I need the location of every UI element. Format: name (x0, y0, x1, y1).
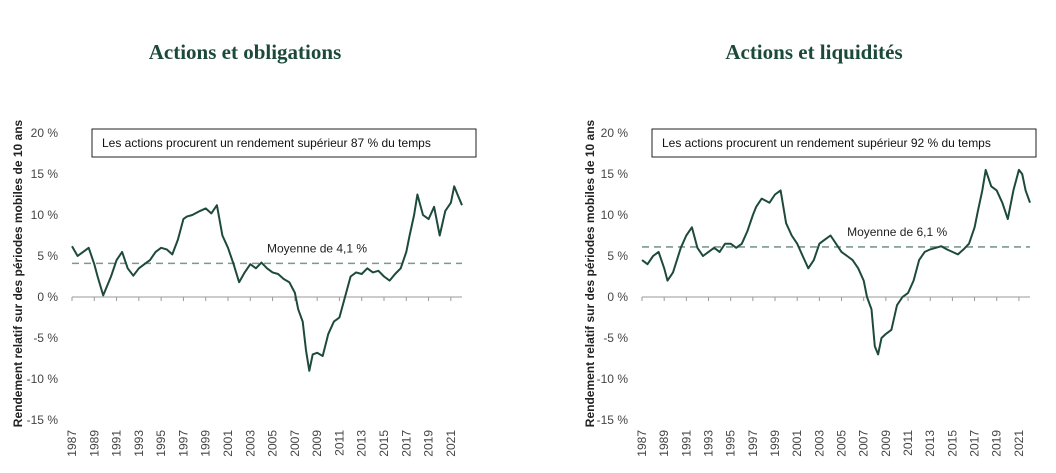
right-y-tick-label: -15 % (597, 413, 629, 427)
left-x-tick-label: 2015 (377, 430, 391, 457)
right-annotation-text: Les actions procurent un rendement supér… (662, 136, 991, 150)
chart-title-right: Actions et liquidités (725, 40, 903, 64)
left-y-axis-title: Rendement relatif sur des périodes mobil… (11, 119, 25, 427)
right-x-tick-label: 2011 (901, 430, 915, 456)
left-y-tick-label: 20 % (31, 126, 59, 140)
left-average-label: Moyenne de 4,1 % (267, 241, 367, 255)
left-x-tick-label: 2003 (243, 430, 257, 457)
left-annotation-text: Les actions procurent un rendement supér… (102, 136, 431, 150)
left-x-tick-label: 2011 (332, 430, 346, 456)
right-x-tick-label: 2021 (1012, 430, 1026, 457)
left-x-tick-label: 2007 (288, 430, 302, 457)
right-x-tick-label: 2013 (923, 430, 937, 457)
left-x-tick-label: 1997 (176, 430, 190, 457)
right-y-tick-label: 0 % (607, 290, 628, 304)
right-x-tick-label: 1989 (657, 430, 671, 457)
left-y-tick-label: 10 % (31, 208, 59, 222)
right-series-line (641, 168, 1031, 356)
chart-title-left: Actions et obligations (148, 40, 342, 64)
right-y-tick-label: 5 % (607, 249, 628, 263)
right-average-label: Moyenne de 6,1 % (847, 225, 947, 239)
left-x-tick-label: 1991 (110, 430, 124, 457)
right-x-tick-label: 2015 (945, 430, 959, 457)
right-annotation-box (651, 128, 1037, 158)
left-y-tick-label: -5 % (33, 331, 58, 345)
right-x-tick-label: 2017 (968, 430, 982, 457)
right-x-tick-label: 1993 (702, 430, 716, 457)
left-x-tick-label: 2019 (422, 430, 436, 457)
right-y-tick-label: 10 % (601, 208, 629, 222)
left-x-tick-label: 1999 (199, 430, 213, 457)
right-x-tick-label: 2007 (857, 430, 871, 457)
left-x-tick-label: 1989 (87, 430, 101, 457)
right-x-tick-label: 2001 (790, 430, 804, 457)
right-x-tick-label: 2009 (879, 430, 893, 457)
left-x-tick-label: 1993 (132, 430, 146, 457)
right-y-tick-label: 15 % (601, 167, 629, 181)
right-x-tick-label: 2005 (835, 430, 849, 457)
right-y-axis-title: Rendement relatif sur des périodes mobil… (583, 119, 597, 427)
left-x-tick-label: 2021 (444, 430, 458, 457)
right-x-tick-label: 1991 (679, 430, 693, 457)
left-x-tick-label: 2001 (221, 430, 235, 457)
left-x-tick-label: 1987 (65, 430, 79, 457)
right-x-tick-label: 1995 (724, 430, 738, 457)
left-x-tick-label: 1995 (154, 430, 168, 457)
right-y-tick-label: 20 % (601, 126, 629, 140)
left-x-tick-label: 2013 (355, 430, 369, 457)
left-y-tick-label: 15 % (31, 167, 59, 181)
left-annotation-box (91, 128, 477, 158)
left-y-tick-label: -15 % (27, 413, 59, 427)
left-y-tick-label: -10 % (27, 372, 59, 386)
right-x-tick-label: 2019 (990, 430, 1004, 457)
left-x-tick-label: 2009 (310, 430, 324, 457)
right-x-tick-label: 1987 (635, 430, 649, 457)
right-y-tick-label: -10 % (597, 372, 629, 386)
right-x-tick-label: 2003 (812, 430, 826, 457)
right-y-tick-label: -5 % (603, 331, 628, 345)
left-x-tick-label: 2005 (266, 430, 280, 457)
left-x-tick-label: 2017 (399, 430, 413, 457)
left-y-tick-label: 5 % (37, 249, 58, 263)
right-x-tick-label: 1997 (746, 430, 760, 457)
left-series-line (71, 185, 463, 372)
left-y-tick-label: 0 % (37, 290, 58, 304)
right-x-tick-label: 1999 (768, 430, 782, 457)
